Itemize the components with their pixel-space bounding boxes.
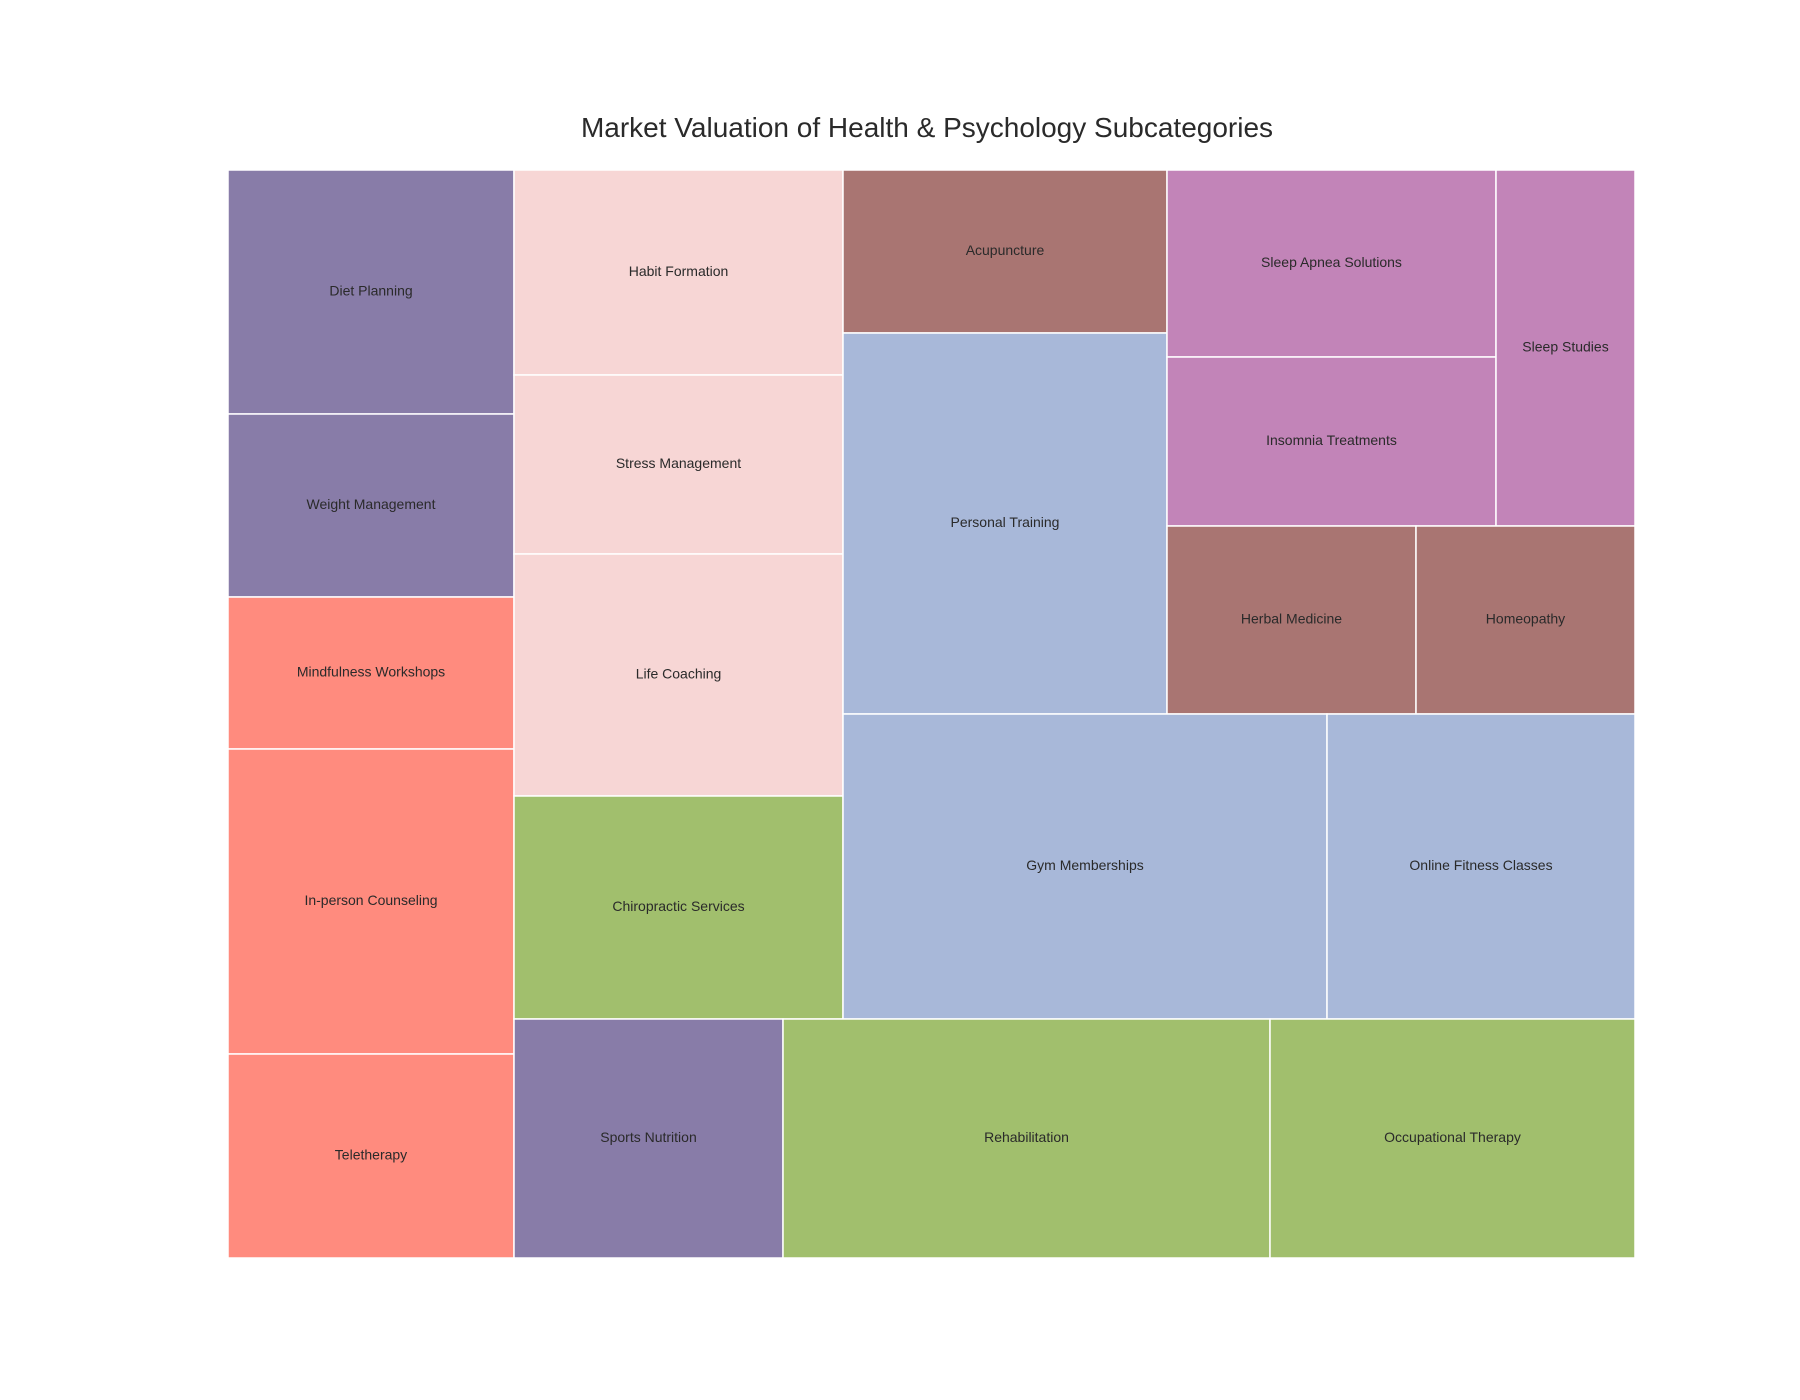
treemap-tile-label: Sleep Apnea Solutions <box>1261 254 1402 270</box>
treemap-tile-mindfulness-workshops[interactable]: Mindfulness Workshops <box>227 596 515 750</box>
treemap-tile-label: Chiropractic Services <box>612 898 744 914</box>
treemap-tile-gym-memberships[interactable]: Gym Memberships <box>842 713 1328 1020</box>
treemap-tile-label: Teletherapy <box>335 1147 407 1163</box>
treemap-tile-sports-nutrition[interactable]: Sports Nutrition <box>513 1018 784 1259</box>
treemap-tile-rect[interactable] <box>1166 356 1497 527</box>
treemap-tile-label: Weight Management <box>307 496 436 512</box>
treemap-tile-label: Habit Formation <box>629 263 729 279</box>
treemap-tile-rect[interactable] <box>1166 169 1497 358</box>
treemap-tile-label: Online Fitness Classes <box>1409 857 1552 873</box>
treemap-tile-stress-management[interactable]: Stress Management <box>513 374 844 555</box>
treemap-tile-label: In-person Counseling <box>304 892 437 908</box>
treemap-tile-rect[interactable] <box>227 1053 515 1259</box>
treemap-tile-label: Mindfulness Workshops <box>297 664 445 680</box>
treemap-tile-life-coaching[interactable]: Life Coaching <box>513 553 844 797</box>
treemap-tile-weight-management[interactable]: Weight Management <box>227 413 515 598</box>
treemap-tile-label: Diet Planning <box>329 283 412 299</box>
treemap-tile-diet-planning[interactable]: Diet Planning <box>227 169 515 415</box>
treemap-tile-in-person-counseling[interactable]: In-person Counseling <box>227 748 515 1055</box>
treemap-tile-rect[interactable] <box>513 169 844 376</box>
treemap-tile-occupational-therapy[interactable]: Occupational Therapy <box>1269 1018 1636 1259</box>
treemap-tile-habit-formation[interactable]: Habit Formation <box>513 169 844 376</box>
treemap-tile-label: Occupational Therapy <box>1384 1129 1521 1145</box>
treemap-tile-rect[interactable] <box>842 169 1168 334</box>
treemap-tile-label: Herbal Medicine <box>1241 611 1342 627</box>
chart-title: Market Valuation of Health & Psychology … <box>580 112 1274 143</box>
treemap-tile-label: Sports Nutrition <box>600 1129 696 1145</box>
treemap-tile-label: Rehabilitation <box>984 1129 1069 1145</box>
treemap-tile-rect[interactable] <box>227 413 515 598</box>
treemap-tile-personal-training[interactable]: Personal Training <box>842 332 1168 715</box>
treemap-tile-rect[interactable] <box>1166 525 1417 715</box>
treemap-tile-rect[interactable] <box>1269 1018 1636 1259</box>
treemap-tile-rect[interactable] <box>1415 525 1636 715</box>
treemap-tile-herbal-medicine[interactable]: Herbal Medicine <box>1166 525 1417 715</box>
treemap-tile-insomnia-treatments[interactable]: Insomnia Treatments <box>1166 356 1497 527</box>
treemap-tile-sleep-apnea-solutions[interactable]: Sleep Apnea Solutions <box>1166 169 1497 358</box>
treemap-tile-teletherapy[interactable]: Teletherapy <box>227 1053 515 1259</box>
treemap-tile-rect[interactable] <box>1495 169 1636 527</box>
treemap-tile-label: Gym Memberships <box>1026 857 1143 873</box>
treemap-tile-rect[interactable] <box>227 169 515 415</box>
treemap-tile-label: Acupuncture <box>966 242 1045 258</box>
treemap-tile-rect[interactable] <box>513 374 844 555</box>
treemap-tile-sleep-studies[interactable]: Sleep Studies <box>1495 169 1636 527</box>
treemap-tile-rect[interactable] <box>227 748 515 1055</box>
treemap-tile-rect[interactable] <box>1326 713 1636 1020</box>
treemap-tile-acupuncture[interactable]: Acupuncture <box>842 169 1168 334</box>
treemap-tile-label: Stress Management <box>616 455 741 471</box>
treemap-tile-homeopathy[interactable]: Homeopathy <box>1415 525 1636 715</box>
treemap-tile-rect[interactable] <box>513 795 844 1020</box>
treemap-tile-label: Personal Training <box>951 514 1060 530</box>
treemap-tile-label: Sleep Studies <box>1522 339 1608 355</box>
treemap-tile-chiropractic-services[interactable]: Chiropractic Services <box>513 795 844 1020</box>
treemap-tile-online-fitness-classes[interactable]: Online Fitness Classes <box>1326 713 1636 1020</box>
treemap-tile-rect[interactable] <box>513 1018 784 1259</box>
treemap-tile-label: Homeopathy <box>1486 611 1565 627</box>
treemap-tile-rect[interactable] <box>513 553 844 797</box>
treemap-tile-label: Insomnia Treatments <box>1266 432 1397 448</box>
treemap-tile-rect[interactable] <box>227 596 515 750</box>
treemap-tile-rect[interactable] <box>782 1018 1271 1259</box>
treemap-tile-rehabilitation[interactable]: Rehabilitation <box>782 1018 1271 1259</box>
treemap-tile-label: Life Coaching <box>636 666 722 682</box>
treemap-tile-rect[interactable] <box>842 713 1328 1020</box>
